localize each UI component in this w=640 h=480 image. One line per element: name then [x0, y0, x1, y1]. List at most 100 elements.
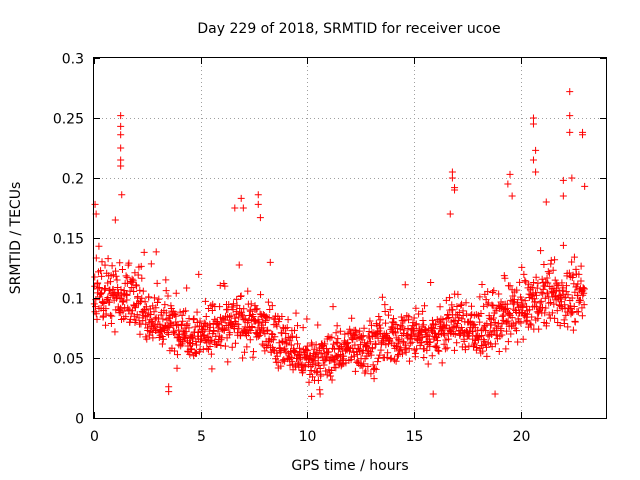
- data-point: [326, 334, 334, 342]
- data-point: [559, 192, 567, 200]
- data-point: [570, 253, 578, 261]
- data-point: [458, 315, 466, 323]
- data-point: [208, 307, 216, 315]
- data-point: [557, 298, 565, 306]
- data-point: [553, 307, 561, 315]
- data-point: [206, 342, 214, 350]
- data-point: [117, 156, 125, 164]
- data-point: [401, 281, 409, 289]
- data-point: [336, 327, 344, 335]
- data-point: [332, 364, 340, 372]
- data-point: [249, 348, 257, 356]
- data-point: [333, 322, 341, 330]
- data-point: [366, 317, 374, 325]
- data-point: [507, 330, 515, 338]
- data-point: [525, 306, 533, 314]
- data-point: [283, 340, 291, 348]
- data-point: [551, 314, 559, 322]
- data-point: [320, 349, 328, 357]
- data-point: [577, 277, 585, 285]
- data-point: [292, 309, 300, 317]
- data-point: [262, 312, 270, 320]
- data-point: [273, 322, 281, 330]
- data-point: [287, 341, 295, 349]
- data-point: [183, 284, 191, 292]
- data-point: [159, 315, 167, 323]
- data-point: [532, 291, 540, 299]
- data-point: [247, 326, 255, 334]
- data-point: [521, 277, 529, 285]
- data-point: [529, 156, 537, 164]
- data-point: [117, 112, 125, 120]
- data-point: [332, 329, 340, 337]
- y-tick-label: 0.3: [62, 52, 84, 68]
- data-point: [111, 328, 119, 336]
- data-point: [224, 358, 232, 366]
- data-point: [519, 335, 527, 343]
- data-point: [317, 370, 325, 378]
- data-point: [423, 346, 431, 354]
- data-point: [338, 356, 346, 364]
- data-point: [180, 308, 188, 316]
- data-point: [273, 352, 281, 360]
- data-point: [381, 301, 389, 309]
- data-point: [123, 273, 131, 281]
- data-point: [233, 308, 241, 316]
- data-point: [448, 174, 456, 182]
- data-point: [539, 285, 547, 293]
- data-point: [490, 287, 498, 295]
- data-point: [448, 168, 456, 176]
- data-point: [98, 258, 106, 266]
- data-point: [179, 338, 187, 346]
- data-point: [438, 359, 446, 367]
- data-point: [462, 299, 470, 307]
- data-point: [551, 276, 559, 284]
- data-point: [141, 313, 149, 321]
- data-point: [453, 339, 461, 347]
- data-point: [294, 340, 302, 348]
- data-point: [362, 367, 370, 375]
- data-point: [350, 348, 358, 356]
- data-point: [523, 316, 531, 324]
- data-point: [106, 298, 114, 306]
- data-point: [173, 364, 181, 372]
- data-point: [566, 112, 574, 120]
- data-point: [491, 340, 499, 348]
- data-point: [165, 330, 173, 338]
- data-point: [220, 325, 228, 333]
- data-point: [539, 303, 547, 311]
- y-axis: 0 0.05 0.1 0.15 0.2 0.25 0.3: [53, 52, 606, 428]
- data-point: [450, 346, 458, 354]
- data-point: [411, 349, 419, 357]
- data-point: [547, 260, 555, 268]
- data-point: [133, 282, 141, 290]
- data-point: [405, 345, 413, 353]
- data-point: [457, 324, 465, 332]
- data-point: [498, 331, 506, 339]
- data-point: [137, 262, 145, 270]
- data-point: [471, 321, 479, 329]
- data-point: [415, 310, 423, 318]
- data-point: [367, 370, 375, 378]
- data-point: [112, 272, 120, 280]
- data-point: [117, 131, 125, 139]
- data-point: [244, 287, 252, 295]
- data-point: [132, 281, 140, 289]
- data-point: [91, 273, 99, 281]
- x-axis-label: GPS time / hours: [291, 458, 408, 474]
- data-point: [566, 128, 574, 136]
- data-point: [562, 288, 570, 296]
- data-point: [560, 319, 568, 327]
- data-point: [143, 335, 151, 343]
- data-point: [554, 282, 562, 290]
- data-point: [556, 322, 564, 330]
- data-point: [257, 291, 265, 299]
- data-point: [206, 323, 214, 331]
- data-point: [542, 319, 550, 327]
- data-point: [200, 331, 208, 339]
- data-point: [446, 294, 454, 302]
- data-point: [552, 286, 560, 294]
- data-point: [321, 340, 329, 348]
- data-point: [281, 345, 289, 353]
- data-point: [523, 310, 531, 318]
